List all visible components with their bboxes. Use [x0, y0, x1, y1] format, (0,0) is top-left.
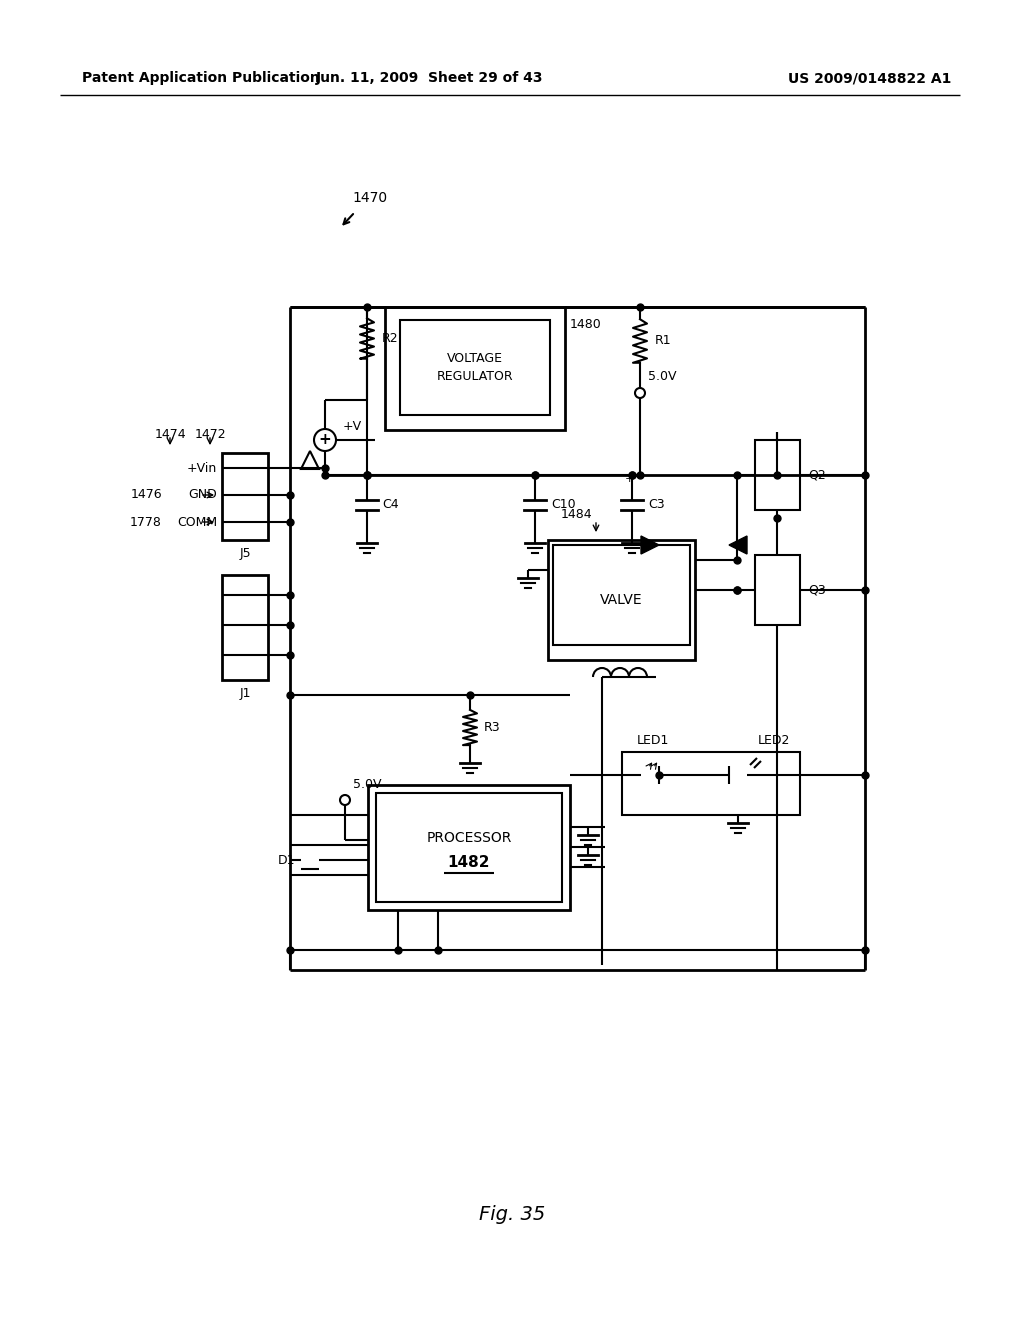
Text: VOLTAGE
REGULATOR: VOLTAGE REGULATOR: [436, 351, 513, 383]
Text: LED1: LED1: [637, 734, 670, 747]
Text: LED2: LED2: [758, 734, 791, 747]
Text: C3: C3: [648, 499, 665, 511]
Text: +: +: [625, 474, 634, 484]
Text: 1778: 1778: [130, 516, 162, 528]
Text: C10: C10: [551, 499, 575, 511]
Text: 1480: 1480: [570, 318, 602, 331]
Text: R2: R2: [382, 331, 398, 345]
Text: 1472: 1472: [195, 429, 226, 441]
Text: 1484: 1484: [560, 508, 592, 521]
Bar: [755, 440, 800, 510]
Bar: [385, 308, 565, 430]
Text: 1474: 1474: [155, 429, 185, 441]
Text: C4: C4: [382, 499, 398, 511]
Text: Q3: Q3: [808, 583, 825, 597]
Bar: [553, 545, 690, 645]
Polygon shape: [729, 536, 746, 554]
Text: +V: +V: [343, 420, 362, 433]
Text: +Vin: +Vin: [186, 462, 217, 474]
Text: +: +: [318, 433, 332, 447]
Polygon shape: [641, 536, 659, 554]
Text: GND: GND: [188, 488, 217, 502]
Text: 1470: 1470: [352, 191, 387, 205]
Text: PROCESSOR: PROCESSOR: [426, 830, 512, 845]
Text: Jun. 11, 2009  Sheet 29 of 43: Jun. 11, 2009 Sheet 29 of 43: [316, 71, 544, 84]
Text: 1482: 1482: [447, 855, 490, 870]
Bar: [622, 752, 800, 814]
Bar: [222, 576, 268, 680]
Text: VALVE: VALVE: [600, 593, 643, 607]
Text: R1: R1: [655, 334, 672, 347]
Bar: [755, 554, 800, 624]
Text: J5: J5: [240, 548, 251, 561]
Text: 1476: 1476: [130, 488, 162, 502]
Text: 5.0V: 5.0V: [648, 371, 677, 384]
Text: US 2009/0148822 A1: US 2009/0148822 A1: [788, 71, 951, 84]
Text: Fig. 35: Fig. 35: [479, 1205, 545, 1225]
Text: Patent Application Publication: Patent Application Publication: [82, 71, 319, 84]
Bar: [548, 540, 695, 660]
Text: D1: D1: [278, 854, 295, 866]
Text: 5.0V: 5.0V: [353, 779, 382, 792]
Bar: [376, 793, 562, 902]
Text: R3: R3: [484, 721, 501, 734]
Bar: [368, 785, 570, 909]
Bar: [222, 453, 268, 540]
Text: J1: J1: [240, 688, 251, 701]
Text: COMM: COMM: [177, 516, 217, 528]
Bar: [400, 319, 550, 414]
Text: Q2: Q2: [808, 469, 825, 482]
